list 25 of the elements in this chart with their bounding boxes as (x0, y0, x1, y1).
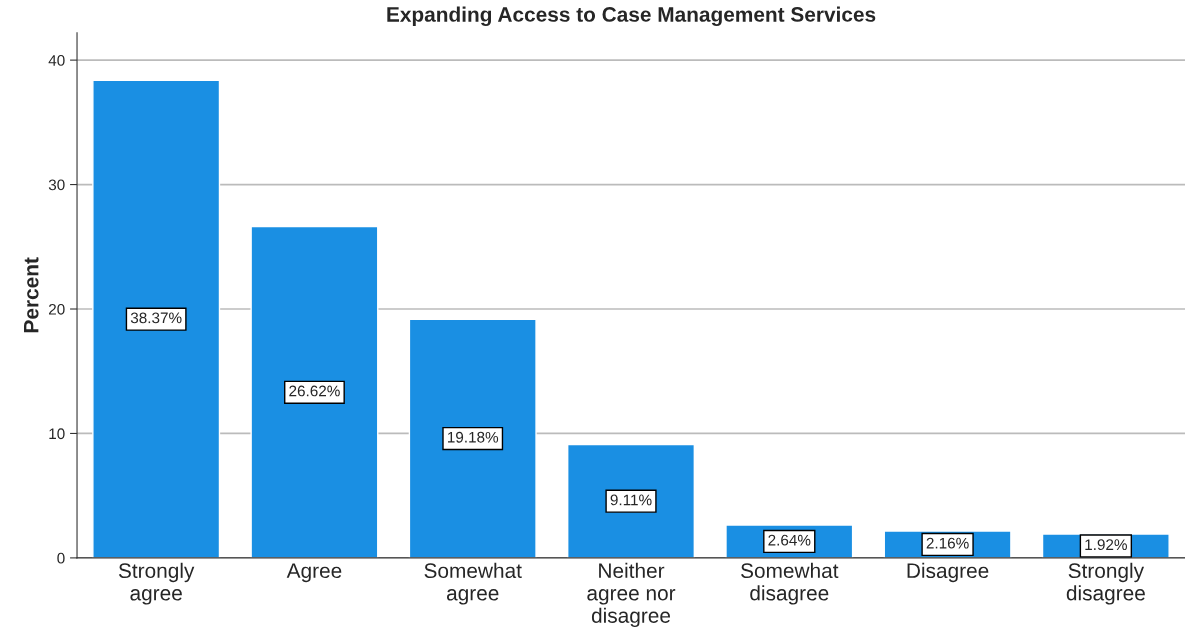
bar (92, 79, 221, 558)
data-label: 26.62% (289, 385, 340, 397)
chart-title: Expanding Access to Case Management Services (387, 6, 876, 27)
y-tick-label: 10 (49, 428, 65, 440)
y-tick-label: 30 (48, 179, 65, 191)
y-axis-title: Percent (24, 257, 39, 333)
x-tick-label: Disagree (907, 562, 989, 583)
bar (250, 225, 379, 558)
y-tick-label: 40 (48, 54, 65, 66)
x-tick-label: Strongly disagree (1066, 562, 1145, 605)
data-label: 19.18% (447, 431, 499, 443)
x-tick-label: Somewhat agree (424, 562, 522, 605)
bar (408, 318, 537, 558)
data-label: 38.37% (130, 312, 182, 324)
x-tick-label: Neither agree nor disagree (587, 562, 676, 628)
data-label: 2.16% (926, 537, 969, 549)
bar (567, 443, 696, 558)
data-label: 2.64% (768, 534, 811, 546)
x-tick-label: Agree (286, 563, 342, 583)
x-tick-label: Strongly agree (118, 562, 195, 605)
data-label: 1.92% (1085, 539, 1127, 551)
data-label: 9.11% (610, 494, 652, 506)
x-tick-label: Somewhat disagree (741, 562, 839, 605)
y-tick-label: 20 (49, 303, 65, 315)
y-tick-label: 0 (57, 552, 65, 564)
